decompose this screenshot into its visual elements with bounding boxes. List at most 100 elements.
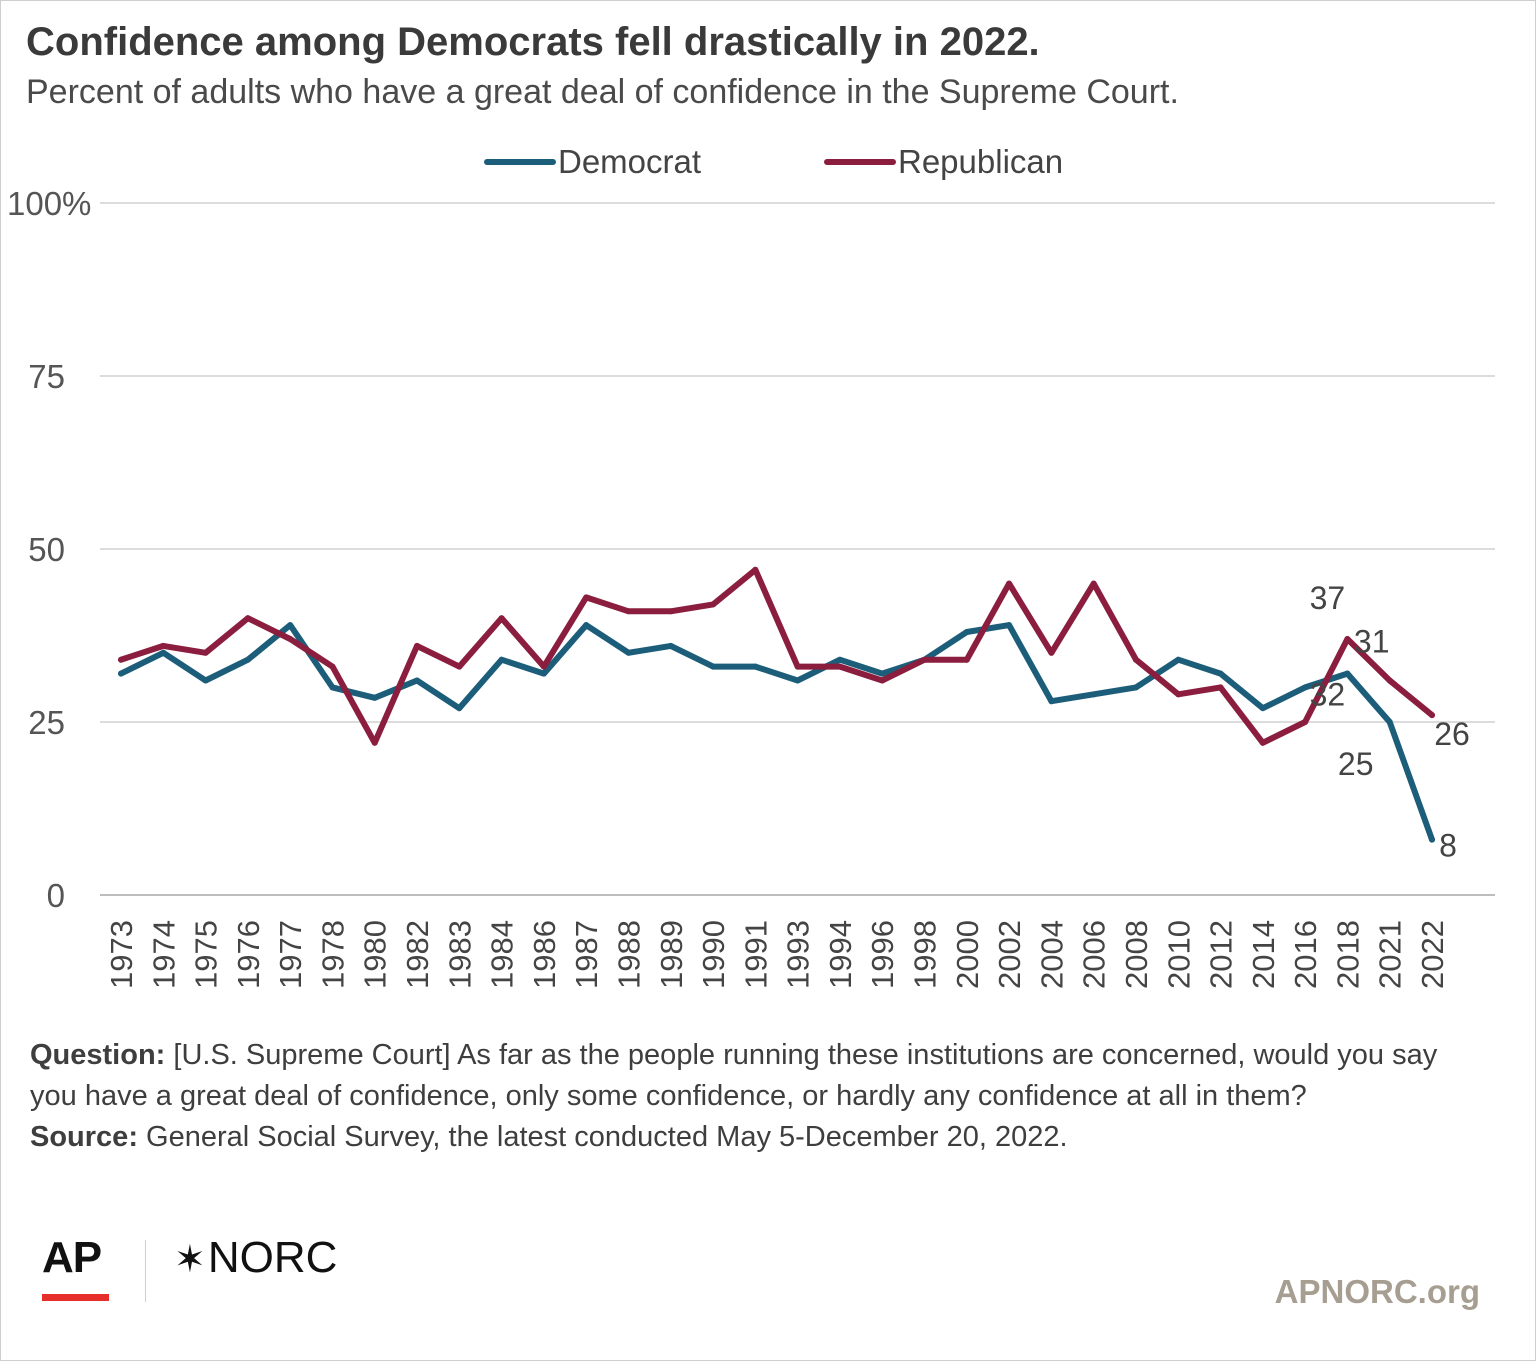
x-tick-label: 1984 bbox=[485, 920, 520, 989]
y-tick-label: 50 bbox=[28, 531, 65, 568]
series-line-democrat bbox=[118, 622, 1435, 843]
data-point-democrat bbox=[667, 642, 674, 649]
norc-star-icon: ✶ bbox=[174, 1239, 206, 1281]
data-point-democrat bbox=[794, 677, 801, 684]
x-tick-label: 1990 bbox=[696, 920, 731, 989]
data-point-democrat bbox=[625, 649, 632, 656]
x-tick-label: 1989 bbox=[654, 920, 689, 989]
data-point-republican bbox=[963, 656, 970, 663]
data-point-democrat bbox=[1302, 684, 1309, 691]
data-point-republican bbox=[1429, 712, 1435, 719]
data-point-democrat bbox=[160, 649, 167, 656]
data-point-democrat bbox=[963, 629, 970, 636]
data-point-democrat bbox=[879, 670, 886, 677]
question-text: [U.S. Supreme Court] As far as the peopl… bbox=[30, 1039, 1438, 1112]
chart-title: Confidence among Democrats fell drastica… bbox=[26, 20, 1040, 64]
x-tick-label: 2018 bbox=[1330, 920, 1365, 989]
data-point-republican bbox=[879, 677, 886, 684]
data-point-democrat bbox=[456, 705, 463, 712]
data-point-republican bbox=[1217, 684, 1224, 691]
data-point-republican bbox=[1386, 677, 1393, 684]
data-point-republican bbox=[667, 608, 674, 615]
ap-logo: AP bbox=[42, 1233, 102, 1282]
data-point-democrat bbox=[1048, 698, 1055, 705]
data-point-democrat bbox=[118, 670, 124, 677]
data-point-democrat bbox=[583, 622, 590, 629]
data-point-democrat bbox=[287, 622, 294, 629]
data-point-republican bbox=[118, 656, 124, 663]
x-tick-label: 1983 bbox=[442, 920, 477, 989]
data-point-republican bbox=[1344, 635, 1351, 642]
norc-logo-text: NORC bbox=[207, 1233, 338, 1282]
data-point-republican bbox=[371, 739, 378, 746]
data-label-republican: 31 bbox=[1354, 623, 1390, 659]
x-tick-label: 2014 bbox=[1246, 920, 1281, 989]
data-point-democrat bbox=[498, 656, 505, 663]
chart-subtitle: Percent of adults who have a great deal … bbox=[26, 73, 1179, 111]
data-point-democrat bbox=[1006, 622, 1013, 629]
data-point-republican bbox=[1048, 649, 1055, 656]
x-tick-label: 1975 bbox=[189, 920, 224, 989]
logo-divider bbox=[145, 1240, 146, 1302]
legend-label-republican: Republican bbox=[898, 143, 1063, 180]
x-tick-label: 2006 bbox=[1077, 920, 1112, 989]
source-label: Source: bbox=[30, 1121, 138, 1153]
x-tick-label: 1996 bbox=[865, 920, 900, 989]
data-point-democrat bbox=[1175, 656, 1182, 663]
data-point-republican bbox=[710, 601, 717, 608]
y-tick-label: 75 bbox=[28, 358, 65, 395]
data-point-republican bbox=[1090, 580, 1097, 587]
site-link[interactable]: APNORC.org bbox=[1274, 1273, 1480, 1310]
data-point-democrat bbox=[752, 663, 759, 670]
x-tick-label: 2010 bbox=[1161, 920, 1196, 989]
source-text: General Social Survey, the latest conduc… bbox=[137, 1121, 1068, 1153]
data-point-republican bbox=[1302, 719, 1309, 725]
data-point-democrat bbox=[414, 677, 421, 684]
chart-notes: Question: [U.S. Supreme Court] As far as… bbox=[30, 1035, 1470, 1158]
data-label-democrat: 32 bbox=[1310, 677, 1346, 713]
x-tick-label: 1974 bbox=[146, 920, 181, 989]
data-point-democrat bbox=[371, 694, 378, 701]
y-tick-label: 100% bbox=[7, 185, 91, 222]
x-tick-label: 1993 bbox=[781, 920, 816, 989]
question-label: Question: bbox=[30, 1039, 166, 1071]
data-point-democrat bbox=[1259, 705, 1266, 712]
data-point-republican bbox=[752, 566, 759, 573]
data-point-republican bbox=[287, 635, 294, 642]
data-point-democrat bbox=[1217, 670, 1224, 677]
x-tick-label: 1976 bbox=[231, 920, 266, 989]
data-point-republican bbox=[794, 663, 801, 670]
source-note: Source: General Social Survey, the lates… bbox=[30, 1117, 1470, 1158]
data-point-democrat bbox=[1090, 691, 1097, 698]
data-point-republican bbox=[456, 663, 463, 670]
data-label-republican: 26 bbox=[1434, 716, 1470, 752]
data-point-republican bbox=[1132, 656, 1139, 663]
x-tick-label: 1980 bbox=[358, 920, 393, 989]
data-point-republican bbox=[1259, 739, 1266, 746]
data-point-republican bbox=[414, 642, 421, 649]
x-tick-label: 1987 bbox=[569, 920, 604, 989]
data-point-republican bbox=[1006, 580, 1013, 587]
data-point-democrat bbox=[1344, 670, 1351, 677]
data-point-republican bbox=[1175, 691, 1182, 698]
data-point-republican bbox=[160, 642, 167, 649]
ap-logo-bar bbox=[42, 1294, 109, 1301]
x-tick-label: 1973 bbox=[104, 920, 139, 989]
x-tick-label: 1977 bbox=[273, 920, 308, 989]
data-point-democrat bbox=[244, 656, 251, 663]
data-point-democrat bbox=[329, 684, 336, 691]
data-point-republican bbox=[498, 615, 505, 622]
data-point-republican bbox=[583, 594, 590, 601]
x-tick-label: 2004 bbox=[1034, 920, 1069, 989]
x-tick-label: 1978 bbox=[315, 920, 350, 989]
x-tick-label: 2002 bbox=[992, 920, 1027, 989]
x-tick-label: 1982 bbox=[400, 920, 435, 989]
data-point-republican bbox=[202, 649, 209, 656]
x-tick-label: 2016 bbox=[1288, 920, 1323, 989]
data-point-democrat bbox=[1386, 719, 1393, 725]
series-line-republican bbox=[118, 566, 1435, 746]
data-point-republican bbox=[921, 656, 928, 663]
data-point-republican bbox=[625, 608, 632, 615]
data-point-democrat bbox=[202, 677, 209, 684]
question-note: Question: [U.S. Supreme Court] As far as… bbox=[30, 1035, 1470, 1117]
